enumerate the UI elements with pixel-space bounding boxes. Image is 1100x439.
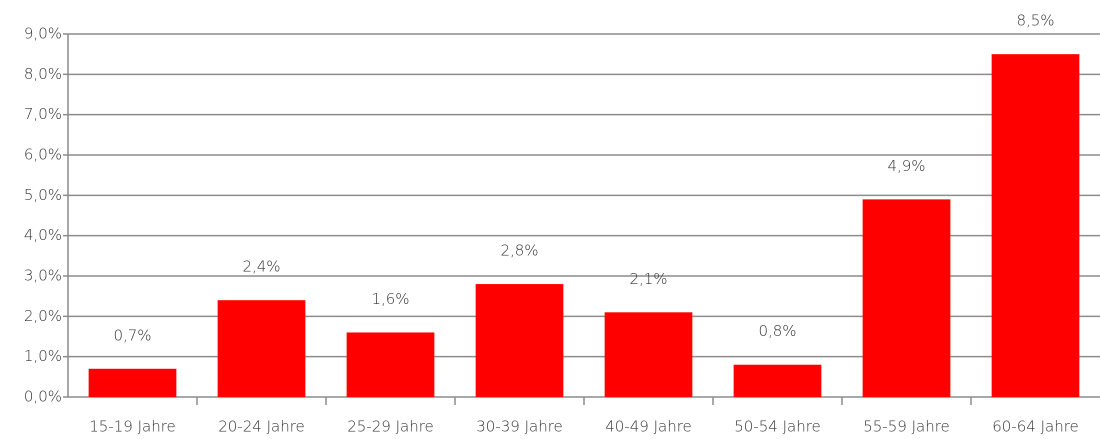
bar	[862, 199, 951, 397]
x-tick-label: 40-49 Jahre	[605, 418, 692, 436]
x-tick-label: 15-19 Jahre	[89, 418, 176, 436]
y-tick-label: 2,0%	[24, 307, 62, 325]
y-tick-label: 9,0%	[24, 25, 62, 43]
value-label: 2,4%	[242, 258, 280, 276]
value-label: 4,9%	[887, 157, 925, 175]
value-label: 8,5%	[1016, 12, 1054, 30]
x-tick-label: 55-59 Jahre	[863, 418, 950, 436]
y-tick-label: 3,0%	[24, 267, 62, 285]
x-tick-label: 20-24 Jahre	[218, 418, 305, 436]
bar	[733, 364, 822, 397]
y-tick-label: 7,0%	[24, 105, 62, 123]
value-label: 2,1%	[629, 270, 667, 288]
x-tick-label: 25-29 Jahre	[347, 418, 434, 436]
y-tick-label: 6,0%	[24, 146, 62, 164]
value-label: 2,8%	[500, 242, 538, 260]
x-tick-label: 60-64 Jahre	[992, 418, 1079, 436]
value-label: 0,7%	[113, 326, 151, 344]
bar	[346, 332, 435, 397]
bar	[604, 312, 693, 397]
x-tick-label: 50-54 Jahre	[734, 418, 821, 436]
y-tick-label: 1,0%	[24, 347, 62, 365]
x-tick-label: 30-39 Jahre	[476, 418, 563, 436]
bar	[475, 284, 564, 397]
bar	[991, 54, 1080, 398]
y-tick-label: 8,0%	[24, 65, 62, 83]
bar	[217, 300, 306, 397]
y-tick-label: 4,0%	[24, 226, 62, 244]
value-label: 0,8%	[758, 322, 796, 340]
bar	[88, 368, 177, 397]
value-label: 1,6%	[371, 290, 409, 308]
y-tick-label: 0,0%	[24, 388, 62, 406]
y-tick-label: 5,0%	[24, 186, 62, 204]
